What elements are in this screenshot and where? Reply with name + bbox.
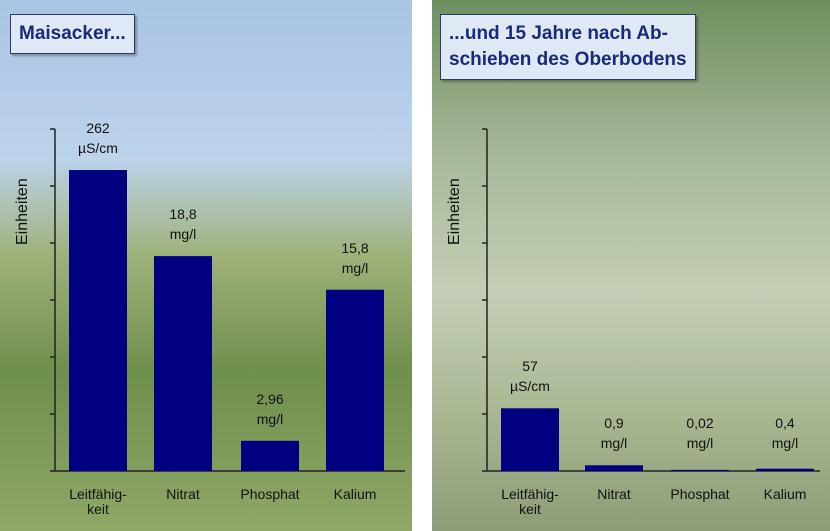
y-axis-label: Einheiten	[446, 178, 464, 245]
x-tick-label: Leitfähig- keit	[69, 487, 127, 517]
bar-label: 15,8 mg/l	[341, 238, 368, 278]
bar	[585, 465, 643, 471]
bar	[671, 470, 729, 471]
bar	[69, 170, 127, 471]
bar-label: 0,02 mg/l	[686, 413, 713, 453]
bar	[154, 256, 212, 471]
bar-label: 262 µS/cm	[78, 118, 118, 158]
x-tick-label: Phosphat	[240, 487, 299, 502]
bar	[756, 469, 814, 471]
panel-title: ...und 15 Jahre nach Ab- schieben des Ob…	[440, 14, 696, 80]
x-tick-label: Kalium	[764, 487, 807, 502]
x-tick-label: Leitfähig- keit	[501, 487, 559, 517]
bar-label: 2,96 mg/l	[256, 389, 283, 429]
panel-title: Maisacker...	[10, 14, 135, 54]
slide: Maisacker... Einheiten 262 µS/cm Leitfähig-…	[0, 0, 830, 531]
x-tick-label: Nitrat	[166, 487, 199, 502]
bar	[326, 290, 384, 471]
x-tick-label: Nitrat	[597, 487, 630, 502]
x-tick-label: Phosphat	[670, 487, 729, 502]
bar-label: 0,9 mg/l	[601, 413, 627, 453]
bar	[241, 441, 299, 471]
bar-label: 57 µS/cm	[510, 356, 550, 396]
bar	[501, 408, 559, 471]
bar-label: 0,4 mg/l	[772, 413, 798, 453]
bar-label: 18,8 mg/l	[169, 204, 196, 244]
y-axis-label: Einheiten	[14, 178, 32, 245]
x-tick-label: Kalium	[334, 487, 377, 502]
